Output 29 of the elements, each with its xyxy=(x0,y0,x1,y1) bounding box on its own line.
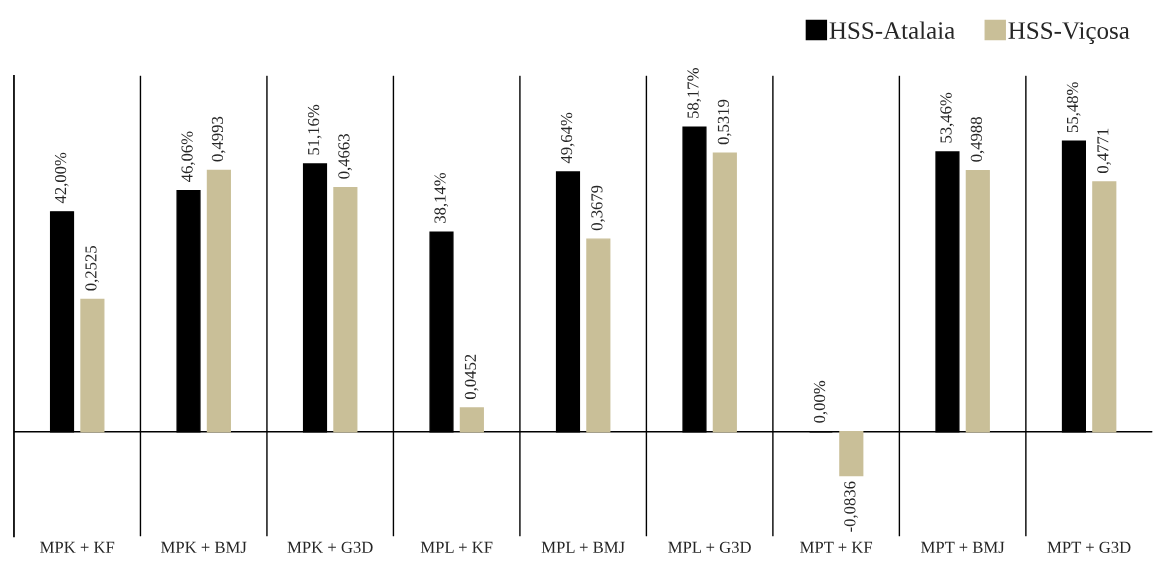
data-label: 0,3679 xyxy=(591,185,605,231)
x-tick-label: MPL + G3D xyxy=(668,541,751,553)
data-label: 0,5319 xyxy=(717,99,732,145)
data-label: 0,2525 xyxy=(85,246,99,291)
data-label: 55,48% xyxy=(1066,82,1081,133)
x-tick-label: MPK + G3D xyxy=(287,541,373,553)
data-label: 46,06% xyxy=(181,131,196,182)
legend-label: HSS-Atalaia xyxy=(829,21,955,39)
data-label: 0,0452 xyxy=(464,354,479,400)
data-label: 42,00% xyxy=(54,152,69,204)
data-label: 51,16% xyxy=(307,104,322,155)
data-label: -0,0836 xyxy=(844,481,858,532)
data-label: 0,4988 xyxy=(970,117,985,162)
x-tick-label: MPK + BMJ xyxy=(161,541,247,553)
legend-label: HSS-Viçosa xyxy=(1008,22,1130,45)
data-label: 0,00% xyxy=(813,380,828,423)
x-tick-label: MPT + G3D xyxy=(1047,541,1131,553)
data-label: 58,17% xyxy=(687,68,702,118)
data-label: 0,4771 xyxy=(1097,128,1111,174)
data-label: 49,64% xyxy=(560,112,575,164)
x-tick-label: MPL + BMJ xyxy=(541,541,625,553)
x-tick-label: MPT + KF xyxy=(800,541,873,553)
data-label: 53,46% xyxy=(940,92,955,143)
x-tick-label: MPK + KF xyxy=(40,541,115,553)
data-label: 38,14% xyxy=(434,172,449,223)
data-label: 0,4663 xyxy=(338,134,352,179)
x-tick-label: MPL + KF xyxy=(420,541,493,553)
x-tick-label: MPT + BMJ xyxy=(921,541,1005,553)
data-label: 0,4993 xyxy=(211,116,226,162)
